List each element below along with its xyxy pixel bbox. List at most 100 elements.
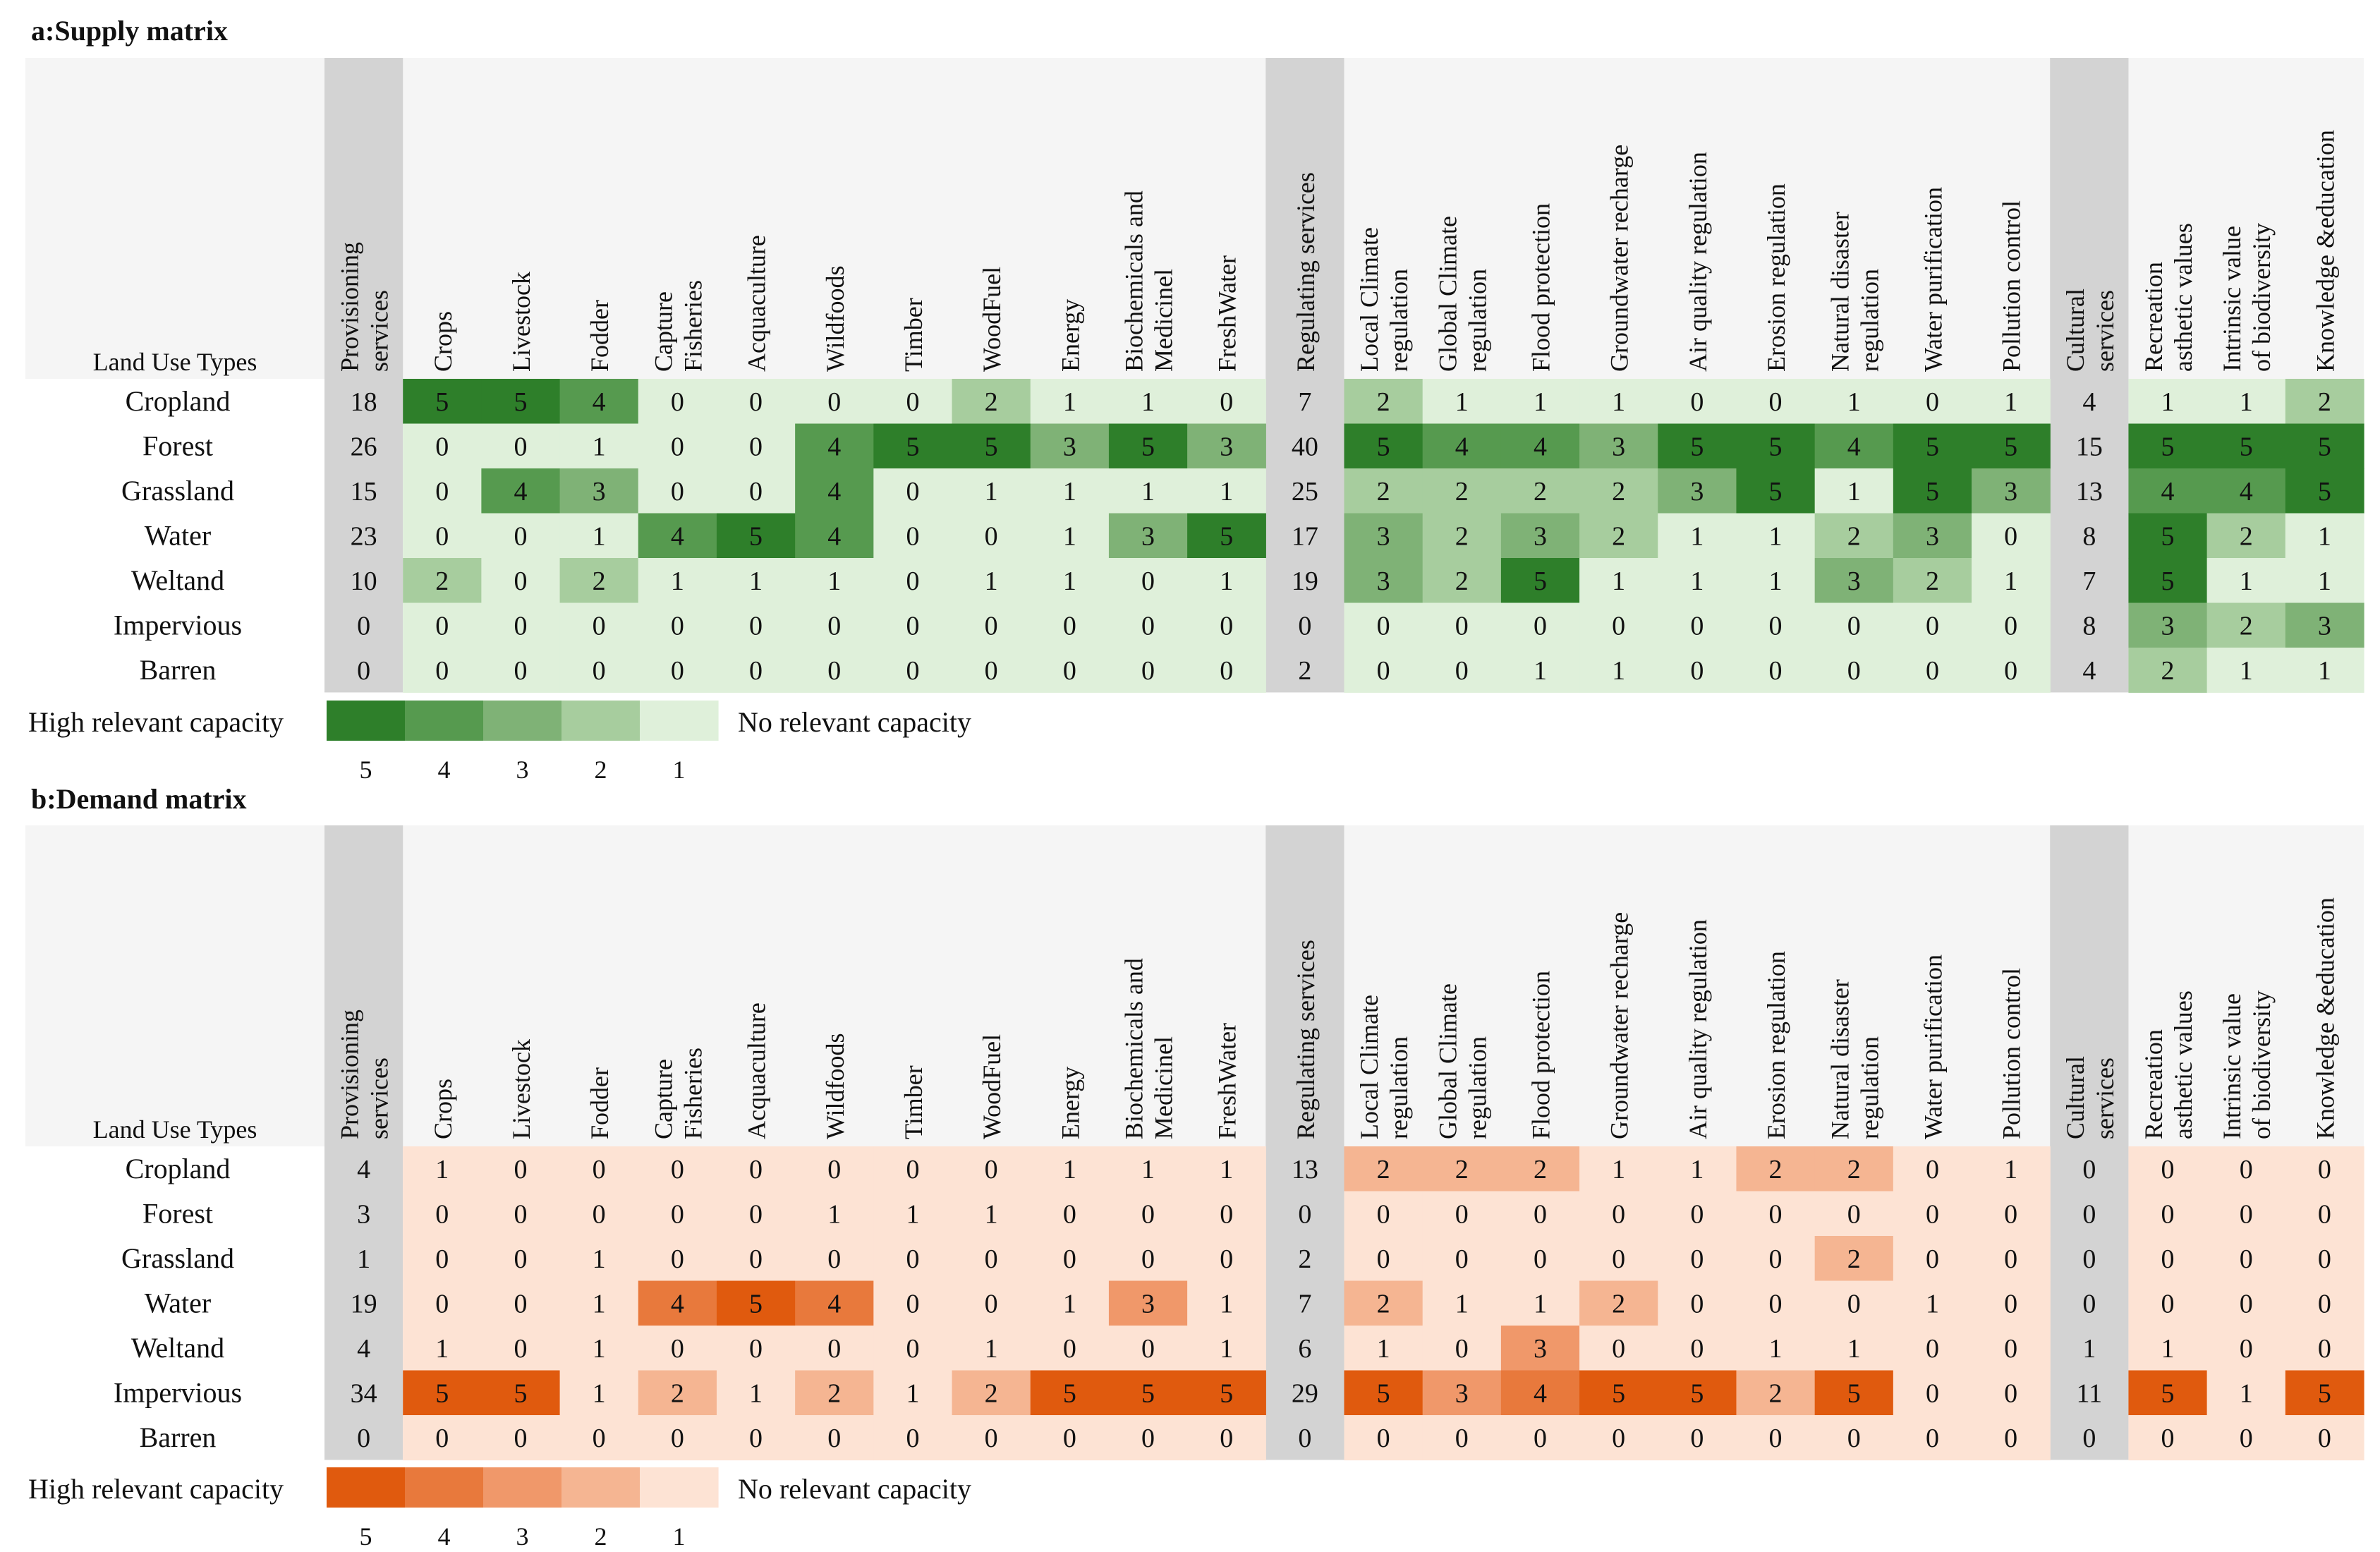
heatmap-cell [638, 379, 717, 425]
cell-value: 0 [671, 387, 684, 417]
legend-level-label: 5 [360, 756, 372, 784]
cell-value: 3 [1220, 432, 1233, 461]
heatmap-cell [1108, 648, 1188, 693]
column-header-label: asthetic values [2169, 990, 2197, 1139]
heatmap-cell [873, 468, 953, 514]
cell-value: 5 [1377, 1378, 1390, 1408]
cell-value: 1 [1063, 1155, 1076, 1184]
heatmap-cell [1736, 1191, 1816, 1237]
row-label: Weltand [131, 1332, 224, 1364]
cell-value: 0 [2161, 1155, 2175, 1184]
cell-value: 2 [1847, 521, 1861, 551]
heatmap-cell [2285, 1191, 2364, 1237]
cell-value: 0 [906, 1289, 919, 1318]
column-header-label: Capture [649, 1059, 677, 1139]
heatmap-cell [716, 1146, 796, 1192]
cell-value: 2 [1612, 521, 1625, 551]
column-header-label: Natural disaster [1826, 979, 1854, 1139]
cell-value: 1 [2240, 656, 2253, 686]
heatmap-cell [403, 513, 482, 559]
cell-value: 3 [1455, 1378, 1469, 1408]
heatmap-cell [403, 602, 482, 648]
heatmap-cell [2206, 602, 2286, 648]
cell-value: 0 [357, 1424, 370, 1453]
heatmap-cell [1736, 379, 1816, 425]
heatmap-cell [1658, 602, 1737, 648]
cell-value: 0 [2004, 656, 2017, 686]
heatmap-cell [716, 1191, 796, 1237]
heatmap-cell [1972, 379, 2051, 425]
heatmap-cell [1893, 1146, 1972, 1192]
heatmap-cell [2206, 648, 2286, 693]
cell-value: 1 [985, 1199, 998, 1229]
legend-low-label: No relevant capacity [738, 1473, 971, 1505]
cell-value: 0 [671, 1199, 684, 1229]
cell-value: 4 [1534, 1378, 1547, 1408]
heatmap-cell [559, 468, 639, 514]
heatmap-cell [1344, 1326, 1423, 1371]
cell-value: 1 [1690, 1155, 1704, 1184]
heatmap-cell [559, 1370, 639, 1416]
legend-level-label: 4 [438, 1522, 451, 1551]
cell-value: 0 [2240, 1424, 2253, 1453]
cell-value: 1 [593, 1289, 606, 1318]
heatmap-cell [1814, 1236, 1894, 1282]
heatmap-cell [1344, 1236, 1423, 1282]
heatmap-cell [716, 1326, 796, 1371]
cell-value: 1 [906, 1199, 919, 1229]
heatmap-cell [716, 558, 796, 604]
heatmap-cell [873, 1370, 953, 1416]
cell-value: 4 [827, 432, 841, 461]
heatmap-cell [952, 602, 1031, 648]
cell-value: 1 [827, 1199, 841, 1229]
heatmap-cell [1422, 379, 1502, 425]
cell-value: 2 [1534, 1155, 1547, 1184]
legend-level-label: 5 [360, 1522, 372, 1551]
legend-level-label: 1 [673, 1522, 686, 1551]
cell-value: 1 [749, 566, 763, 596]
legend-swatch [640, 701, 719, 741]
heatmap-cell [1736, 423, 1816, 469]
heatmap-cell [795, 1370, 874, 1416]
cell-value: 0 [906, 1424, 919, 1453]
row-label: Cropland [126, 385, 231, 417]
row-label: Water [145, 519, 212, 551]
heatmap-cell [1658, 423, 1737, 469]
cell-value: 17 [1292, 521, 1318, 551]
column-header-label: Air quality regulation [1684, 152, 1712, 372]
heatmap-cell [403, 1146, 482, 1192]
column-header-label: Pollution control [1998, 968, 2026, 1139]
heatmap-cell [1893, 602, 1972, 648]
heatmap-cell [403, 1236, 482, 1282]
cell-value: 0 [906, 477, 919, 507]
cell-value: 0 [435, 1289, 449, 1318]
heatmap-cell [1422, 1191, 1502, 1237]
cell-value: 1 [2004, 1155, 2017, 1184]
heatmap-cell [2206, 1280, 2286, 1326]
column-header-label: Air quality regulation [1684, 919, 1712, 1139]
cell-value: 2 [2161, 656, 2175, 686]
heatmap-cell [873, 1236, 953, 1282]
heatmap-cell [1814, 602, 1894, 648]
cell-value: 0 [1612, 1424, 1625, 1453]
cell-value: 0 [749, 387, 763, 417]
heatmap-cell [1814, 1146, 1894, 1192]
total-column-band [324, 58, 403, 693]
column-header-label: Global Climate [1433, 216, 1462, 372]
heatmap-cell [1187, 1415, 1266, 1461]
heatmap-cell [716, 423, 796, 469]
column-header-label: Acquaculture [743, 235, 771, 372]
heatmap-cell [1658, 648, 1737, 693]
cell-value: 0 [1769, 387, 1783, 417]
row-label: Barren [140, 654, 217, 686]
cell-value: 0 [906, 1155, 919, 1184]
cell-value: 0 [1926, 1244, 1939, 1274]
heatmap-cell [952, 379, 1031, 425]
column-header-label: Local Climate [1355, 227, 1383, 372]
cell-value: 3 [1377, 566, 1390, 596]
heatmap-cell [1500, 1326, 1580, 1371]
heatmap-cell [2285, 558, 2364, 604]
heatmap-cell [1736, 468, 1816, 514]
heatmap-cell [1579, 379, 1658, 425]
heatmap-cell [638, 423, 717, 469]
